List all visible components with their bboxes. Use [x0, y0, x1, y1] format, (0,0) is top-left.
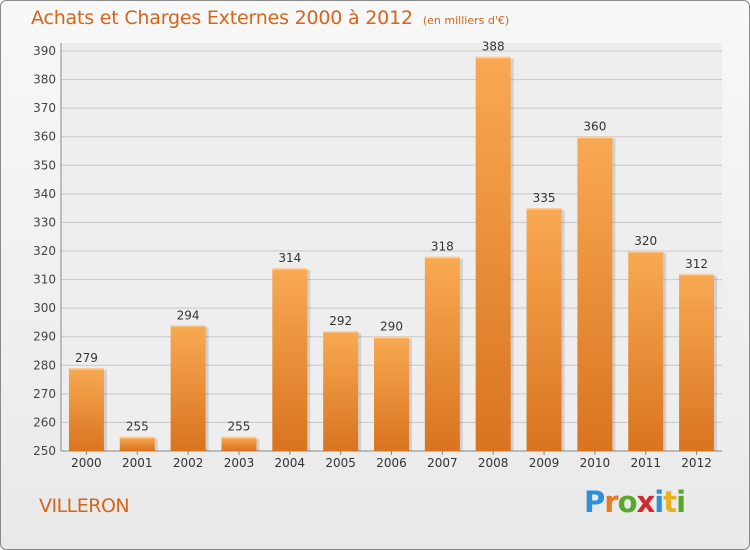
bar-highlight: [628, 251, 664, 253]
x-tick-label: 2000: [71, 456, 102, 470]
bar: [170, 325, 206, 451]
data-label: 318: [431, 240, 454, 254]
bar: [119, 436, 155, 451]
y-tick-label: 350: [33, 158, 56, 172]
data-label: 388: [482, 40, 505, 54]
y-tick-label: 270: [33, 387, 56, 401]
y-tick-label: 390: [33, 44, 56, 58]
data-label: 290: [380, 320, 403, 334]
bar: [323, 331, 359, 451]
y-tick-label: 310: [33, 273, 56, 287]
x-tick-label: 2001: [122, 456, 153, 470]
x-tick-label: 2003: [224, 456, 255, 470]
proxiti-logo: Proxiti: [584, 485, 686, 519]
bar: [221, 436, 257, 451]
bar-highlight: [68, 368, 104, 370]
bar-highlight: [119, 436, 155, 439]
data-label: 279: [75, 351, 98, 365]
x-tick-label: 2002: [173, 456, 204, 470]
bar: [475, 56, 511, 451]
bar-highlight: [374, 336, 409, 339]
bar-highlight: [679, 273, 715, 276]
y-tick-label: 360: [33, 130, 56, 144]
bar-highlight: [424, 256, 460, 259]
bar: [68, 368, 104, 451]
x-tick-label: 2008: [478, 456, 509, 470]
chart-title-text: Achats et Charges Externes 2000 à 2012: [31, 7, 413, 29]
y-tick-label: 260: [33, 415, 56, 429]
bar-highlight: [170, 325, 206, 327]
data-label: 255: [228, 420, 251, 434]
x-tick-label: 2011: [630, 456, 661, 470]
x-tick-label: 2009: [529, 456, 560, 470]
y-tick-label: 370: [33, 101, 56, 115]
bar: [526, 208, 562, 451]
data-label: 360: [583, 120, 606, 134]
bar-highlight: [475, 56, 511, 59]
bar: [577, 136, 613, 451]
x-tick-label: 2005: [325, 456, 356, 470]
data-label: 294: [177, 308, 200, 322]
bar: [628, 251, 664, 451]
place-name: VILLERON: [39, 495, 130, 517]
bar-highlight: [526, 208, 562, 210]
data-label: 335: [533, 191, 556, 205]
bar-highlight: [221, 436, 257, 439]
data-label: 292: [329, 314, 352, 328]
bar-highlight: [272, 268, 308, 270]
x-tick-label: 2004: [275, 456, 306, 470]
x-tick-label: 2012: [681, 456, 712, 470]
chart-title: Achats et Charges Externes 2000 à 2012 (e…: [31, 7, 509, 29]
y-tick-label: 250: [33, 444, 56, 458]
bar-highlight: [323, 331, 359, 333]
y-tick-label: 380: [33, 73, 56, 87]
y-tick-label: 330: [33, 215, 56, 229]
bar: [424, 256, 460, 451]
data-label: 255: [126, 420, 149, 434]
data-label: 320: [634, 234, 657, 248]
x-tick-label: 2010: [580, 456, 611, 470]
bar: [679, 273, 715, 451]
chart-units: (en milliers d'€): [422, 14, 510, 27]
y-tick-label: 340: [33, 187, 56, 201]
x-tick-label: 2006: [376, 456, 407, 470]
y-tick-label: 280: [33, 358, 56, 372]
data-label: 312: [685, 257, 708, 271]
bar: [374, 336, 409, 451]
y-tick-label: 300: [33, 301, 56, 315]
y-tick-label: 320: [33, 244, 56, 258]
y-tick-label: 290: [33, 330, 56, 344]
bar: [272, 268, 308, 451]
bar-highlight: [577, 136, 613, 139]
x-tick-label: 2007: [427, 456, 458, 470]
data-label: 314: [278, 251, 301, 265]
